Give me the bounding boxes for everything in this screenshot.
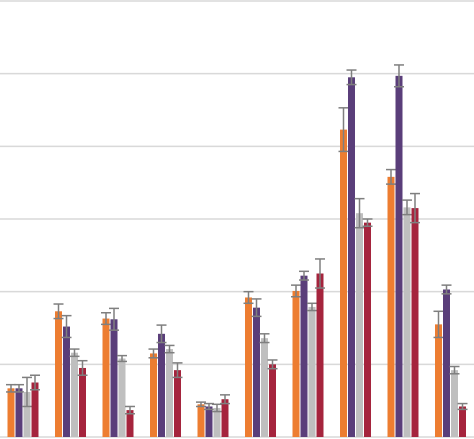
error-bar <box>30 374 40 391</box>
bar <box>174 370 181 437</box>
error-bar <box>164 344 175 354</box>
error-bar <box>402 199 412 216</box>
bar <box>292 290 300 437</box>
error-bar <box>362 218 373 228</box>
bar <box>166 349 173 437</box>
error-bar <box>14 383 24 393</box>
error-bar <box>251 298 262 318</box>
error-bar <box>441 284 452 295</box>
bar <box>261 338 268 437</box>
bar <box>340 129 347 437</box>
bar <box>356 213 363 437</box>
error-bar <box>196 401 206 408</box>
error-bar <box>267 359 278 370</box>
bar <box>205 406 213 437</box>
error-bar <box>433 310 444 339</box>
error-bar <box>77 359 88 376</box>
bar <box>459 406 466 437</box>
bar <box>102 318 110 437</box>
bar <box>308 306 316 437</box>
bar <box>443 289 450 437</box>
bar <box>158 333 165 437</box>
error-bar <box>61 314 72 339</box>
bar <box>15 388 23 437</box>
bar <box>150 353 157 437</box>
bar <box>403 207 411 437</box>
bar <box>71 352 78 437</box>
bar <box>31 382 39 437</box>
error-bar <box>354 197 365 229</box>
error-bar <box>346 69 357 86</box>
error-bar <box>101 311 111 326</box>
bar <box>79 367 86 437</box>
bar <box>253 307 260 437</box>
bar <box>118 358 126 437</box>
bar <box>63 326 70 437</box>
bar <box>387 176 395 437</box>
error-bar <box>291 284 301 298</box>
error-bar <box>259 333 270 344</box>
bar <box>197 404 205 437</box>
error-bar <box>220 394 230 405</box>
error-bar <box>338 107 349 153</box>
error-bar <box>156 324 167 344</box>
error-bar <box>315 258 325 289</box>
error-bar <box>243 290 254 305</box>
bar <box>395 75 403 437</box>
error-bar <box>109 307 119 331</box>
error-bar <box>457 402 468 411</box>
bar <box>245 297 252 437</box>
error-bar <box>394 64 404 88</box>
bar <box>269 364 276 437</box>
error-bar <box>449 365 460 375</box>
bar <box>300 275 308 437</box>
bar <box>221 399 229 437</box>
bar <box>55 311 62 437</box>
bar <box>435 324 442 437</box>
bar <box>316 273 324 437</box>
bar <box>451 370 458 437</box>
error-bar <box>117 354 127 363</box>
bar <box>7 388 15 437</box>
error-bar <box>307 302 317 312</box>
error-bar <box>125 405 135 415</box>
bar <box>110 319 118 437</box>
error-bar <box>53 303 64 320</box>
error-bar <box>22 376 32 408</box>
error-bar <box>148 348 159 359</box>
error-bar <box>69 348 80 358</box>
bar <box>213 407 221 437</box>
bar <box>411 208 419 437</box>
bar <box>126 410 134 437</box>
error-bar <box>299 270 309 281</box>
bar <box>364 222 371 437</box>
bar <box>348 77 355 438</box>
error-bar <box>386 168 396 185</box>
bar <box>23 391 31 437</box>
error-bar <box>172 362 183 379</box>
error-bar <box>410 192 420 224</box>
